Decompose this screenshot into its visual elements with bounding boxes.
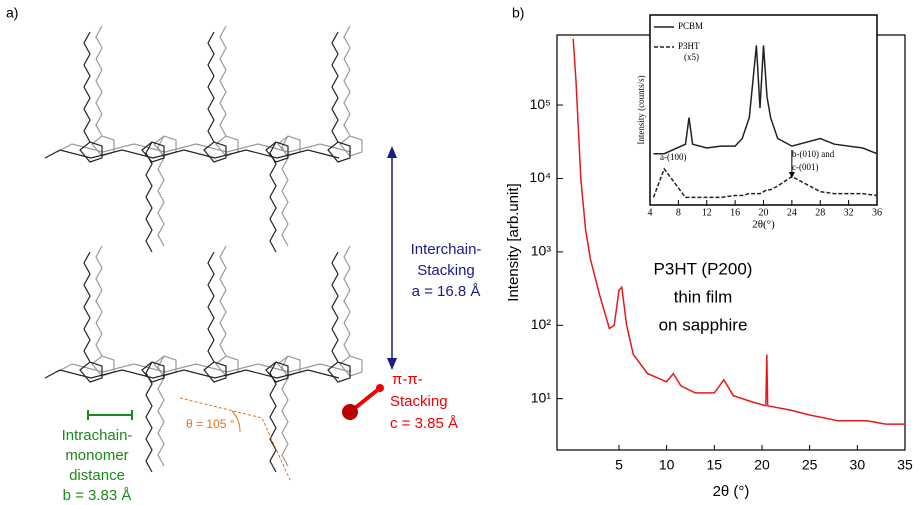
x-tick-label: 36 bbox=[872, 207, 882, 218]
pi-label: π-π- bbox=[392, 371, 423, 388]
x-tick-label: 12 bbox=[702, 207, 712, 218]
atom bbox=[342, 404, 358, 420]
x-tick-label: 15 bbox=[707, 457, 723, 473]
side-chain bbox=[207, 31, 215, 143]
pi-label: c = 3.85 Å bbox=[390, 415, 458, 432]
interchain-label: Interchain- bbox=[411, 241, 482, 258]
x-tick-label: 24 bbox=[787, 207, 797, 218]
side-chain bbox=[331, 31, 339, 143]
y-tick-label: 10² bbox=[531, 316, 552, 332]
intrachain-label: monomer bbox=[65, 447, 128, 464]
y-tick-label: 10³ bbox=[531, 243, 552, 259]
arrowhead bbox=[387, 146, 397, 158]
annotation-arrow bbox=[788, 172, 795, 178]
side-chain bbox=[145, 141, 153, 253]
x-tick-label: 30 bbox=[850, 457, 866, 473]
thiophene bbox=[79, 141, 103, 163]
thiophene bbox=[79, 361, 103, 383]
annotation: a-(100) bbox=[660, 152, 687, 162]
thiophene bbox=[215, 135, 239, 157]
side-chain bbox=[83, 251, 91, 363]
data-line bbox=[653, 45, 878, 155]
side-chain bbox=[157, 135, 165, 247]
side-chain bbox=[331, 251, 339, 363]
pi-label: Stacking bbox=[390, 393, 448, 410]
x-tick-label: 10 bbox=[659, 457, 675, 473]
x-tick-label: 25 bbox=[802, 457, 818, 473]
x-tick-label: 32 bbox=[844, 207, 854, 218]
thiophene bbox=[339, 135, 363, 157]
side-chain bbox=[95, 245, 103, 357]
side-chain bbox=[269, 141, 277, 253]
intrachain-label: Intrachain- bbox=[62, 427, 133, 444]
data-line bbox=[652, 167, 878, 199]
x-tick-label: 8 bbox=[676, 207, 681, 218]
y-tick-label: 10⁵ bbox=[530, 96, 551, 112]
side-chain bbox=[157, 355, 165, 467]
x-tick-label: 5 bbox=[615, 457, 623, 473]
annotation: P3HT (P200) bbox=[654, 259, 753, 278]
molecule-sketch bbox=[44, 25, 363, 473]
x-tick-label: 16 bbox=[730, 207, 740, 218]
angle-label: θ = 105 ° bbox=[186, 417, 235, 431]
backbone bbox=[56, 363, 352, 373]
data-line bbox=[572, 38, 905, 425]
x-axis-label: 2θ (°) bbox=[713, 483, 750, 500]
x-tick-label: 20 bbox=[754, 457, 770, 473]
interchain-label: Stacking bbox=[417, 262, 475, 279]
thiophene bbox=[91, 355, 115, 377]
side-chain bbox=[269, 361, 277, 473]
side-chain bbox=[281, 355, 289, 467]
side-chain bbox=[219, 245, 227, 357]
thiophene bbox=[203, 141, 227, 163]
intrachain-label: b = 3.83 Å bbox=[63, 487, 132, 504]
atom bbox=[376, 384, 384, 392]
side-chain bbox=[95, 25, 103, 137]
thiophene bbox=[327, 361, 351, 383]
y-axis-label: Intensity [arb.unit] bbox=[505, 183, 522, 301]
panel-label: a) bbox=[6, 5, 18, 21]
y-axis-label: Intensity (counts/s) bbox=[636, 75, 646, 144]
thiophene bbox=[215, 355, 239, 377]
backbone bbox=[44, 369, 340, 379]
arrowhead bbox=[387, 358, 397, 370]
thiophene bbox=[339, 355, 363, 377]
backbone bbox=[56, 143, 352, 153]
backbone bbox=[44, 149, 340, 159]
side-chain bbox=[219, 25, 227, 137]
side-chain bbox=[83, 31, 91, 143]
panel-label: b) bbox=[512, 5, 524, 21]
thiophene bbox=[91, 135, 115, 157]
annotation: on sapphire bbox=[659, 315, 748, 334]
y-tick-label: 10¹ bbox=[531, 389, 552, 405]
side-chain bbox=[207, 251, 215, 363]
angle-arc bbox=[231, 410, 241, 433]
intrachain-label: distance bbox=[69, 467, 125, 484]
side-chain bbox=[281, 135, 289, 247]
annotation: c-(001) bbox=[792, 162, 819, 172]
side-chain bbox=[145, 361, 153, 473]
x-tick-label: 28 bbox=[815, 207, 825, 218]
annotation: thin film bbox=[674, 287, 733, 306]
side-chain bbox=[343, 25, 351, 137]
x-tick-label: 35 bbox=[897, 457, 913, 473]
legend-label: P3HT (x5) bbox=[678, 41, 700, 62]
side-chain bbox=[343, 245, 351, 357]
x-axis-label: 2θ(°) bbox=[752, 219, 775, 231]
thiophene bbox=[203, 361, 227, 383]
annotation: b-(010) and bbox=[792, 149, 835, 159]
x-tick-label: 4 bbox=[648, 207, 653, 218]
thiophene bbox=[327, 141, 351, 163]
interchain-label: a = 16.8 Å bbox=[412, 283, 481, 300]
legend-label: PCBM bbox=[678, 21, 703, 31]
y-tick-label: 10⁴ bbox=[529, 169, 551, 185]
x-tick-label: 20 bbox=[759, 207, 769, 218]
